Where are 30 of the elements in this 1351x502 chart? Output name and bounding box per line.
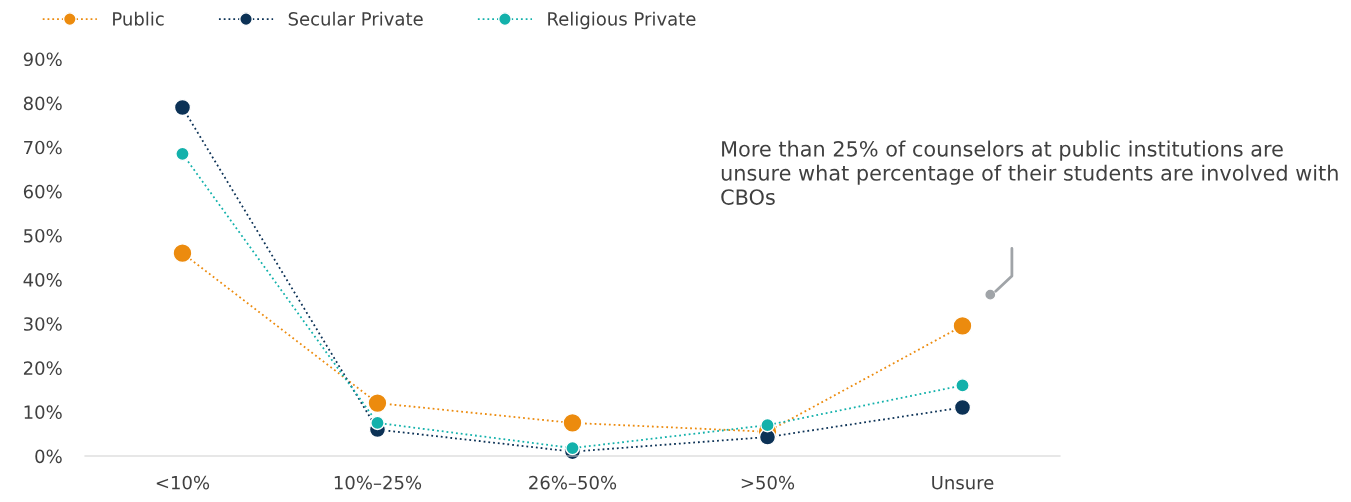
annotation: More than 25% of counselors at public institutions are unsure what percentage of their students are involved with CBOs [721,140,1338,205]
x-tick-label: 26%–50% [529,475,617,490]
y-tick-label: 60% [23,184,62,199]
y-tick-label: 30% [24,317,62,331]
point [367,393,388,414]
point [370,415,385,431]
point [172,243,193,264]
x-tick-label: Unsure [932,476,994,490]
point [955,378,970,393]
legend-label: Public [113,11,164,26]
point [952,315,973,336]
y-tick-label: 50% [24,228,62,243]
legend-label: Religious Private [548,11,696,30]
y-tick-label: 0% [35,449,62,464]
point [173,98,192,117]
x-tick-label: <10% [156,475,210,490]
x-tick-label: 10%–25% [334,475,422,490]
point [562,412,583,434]
y-tick-label: 70% [24,140,62,155]
y-tick-label: 10% [24,405,62,420]
y-tick-label: 90% [23,52,62,67]
y-tick-label: 40% [23,273,62,287]
point [760,417,775,433]
x-tick-label: >50% [741,475,795,490]
point [175,146,190,162]
y-tick-label: 80% [23,96,62,111]
point [953,398,972,417]
y-tick-label: 20% [23,361,62,375]
legend-label: Secular Private [288,11,423,26]
point [565,440,580,456]
